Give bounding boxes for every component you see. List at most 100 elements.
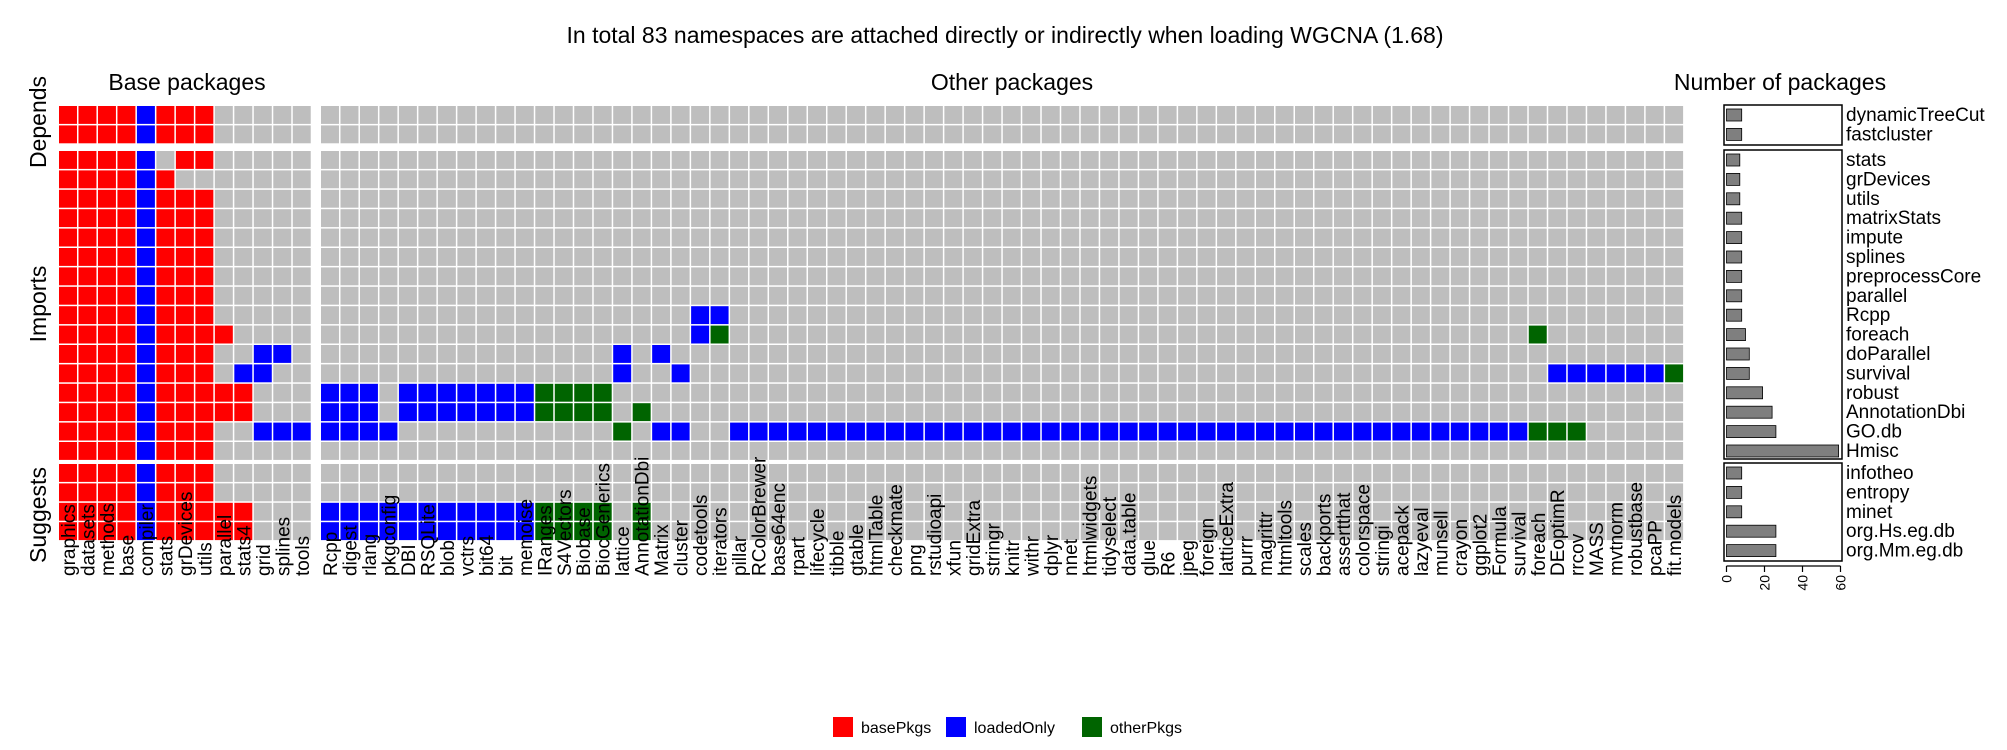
cell-other-2-38 (1061, 151, 1080, 169)
cell-other-0-67 (1626, 106, 1645, 124)
cell-other-4-8 (476, 189, 495, 208)
column-label: rpart (789, 536, 810, 576)
cell-other-17-37 (1041, 442, 1060, 460)
cell-other-7-20 (710, 248, 729, 266)
cell-other-18-32 (944, 464, 963, 482)
cell-other-12-65 (1587, 345, 1606, 363)
cell-other-10-43 (1158, 306, 1177, 325)
cell-other-4-1 (340, 189, 359, 208)
cell-other-13-8 (476, 364, 495, 383)
cell-other-8-17 (652, 267, 671, 286)
cell-base-20-3 (117, 502, 136, 521)
cell-other-19-64 (1567, 483, 1586, 502)
cell-other-8-30 (905, 267, 924, 286)
cell-other-13-23 (769, 364, 788, 383)
cell-other-18-64 (1567, 464, 1586, 482)
bar (1726, 269, 1743, 283)
cell-other-15-18 (671, 403, 690, 422)
cell-base-12-12 (292, 345, 311, 363)
cell-other-9-62 (1528, 286, 1547, 305)
cell-other-21-5 (418, 522, 437, 541)
cell-other-21-51 (1314, 522, 1333, 541)
cell-other-2-43 (1158, 151, 1177, 169)
cell-other-16-20 (710, 422, 729, 441)
cell-base-17-10 (253, 442, 272, 460)
cell-other-5-66 (1606, 209, 1625, 228)
cell-base-4-11 (273, 189, 292, 208)
cell-other-1-13 (574, 125, 593, 144)
bar (1726, 308, 1743, 322)
cell-other-17-17 (652, 442, 671, 460)
cell-other-3-20 (710, 170, 729, 189)
cell-other-1-4 (398, 125, 417, 144)
cell-other-2-53 (1353, 151, 1372, 169)
row-label: parallel (1846, 286, 1907, 307)
cell-other-10-17 (652, 306, 671, 325)
cell-other-21-4 (398, 522, 417, 541)
cell-other-18-20 (710, 464, 729, 482)
cell-other-4-50 (1295, 189, 1313, 208)
cell-base-3-2 (97, 170, 116, 189)
cell-other-5-18 (671, 209, 690, 228)
cell-other-2-22 (749, 151, 768, 169)
cell-other-11-63 (1548, 325, 1567, 344)
cell-other-1-50 (1295, 125, 1313, 144)
cell-other-1-52 (1333, 125, 1352, 144)
cell-other-21-32 (944, 522, 963, 541)
cell-base-9-11 (273, 286, 292, 305)
cell-other-18-12 (554, 464, 573, 482)
cell-other-10-58 (1450, 306, 1469, 325)
cell-other-14-53 (1353, 383, 1372, 402)
cell-other-11-47 (1236, 325, 1255, 344)
cell-other-2-35 (1002, 151, 1021, 169)
cell-other-19-10 (515, 483, 534, 502)
column-label: AnnotationDbi (633, 457, 654, 576)
cell-other-5-56 (1411, 209, 1430, 228)
bar (1726, 425, 1777, 439)
cell-base-14-3 (117, 383, 136, 402)
cell-other-6-1 (340, 228, 359, 247)
cell-other-2-46 (1217, 151, 1236, 169)
cell-other-4-32 (944, 189, 963, 208)
cell-base-19-10 (253, 483, 272, 502)
cell-other-18-1 (340, 464, 359, 482)
cell-base-14-6 (175, 383, 194, 402)
cell-base-6-7 (195, 228, 214, 247)
cell-base-6-6 (175, 228, 194, 247)
cell-other-12-64 (1567, 345, 1586, 363)
cell-other-5-22 (749, 209, 768, 228)
cell-other-17-8 (476, 442, 495, 460)
cell-other-12-0 (321, 345, 339, 363)
column-label: purrr (1237, 535, 1258, 576)
cell-other-14-40 (1100, 383, 1119, 402)
cell-other-1-24 (788, 125, 807, 144)
cell-other-6-61 (1509, 228, 1528, 247)
cell-other-1-39 (1080, 125, 1099, 144)
cell-other-15-2 (359, 403, 378, 422)
cell-other-1-56 (1411, 125, 1430, 144)
cell-other-0-0 (321, 106, 339, 124)
cell-other-7-19 (691, 248, 710, 266)
cell-other-12-69 (1665, 345, 1684, 363)
column-label: grid (254, 544, 275, 576)
cell-other-7-23 (769, 248, 788, 266)
cell-other-13-45 (1197, 364, 1216, 383)
cell-other-18-56 (1411, 464, 1430, 482)
cell-other-4-58 (1450, 189, 1469, 208)
cell-other-3-31 (924, 170, 943, 189)
cell-other-21-26 (827, 522, 846, 541)
cell-other-11-20 (710, 325, 729, 344)
cell-other-18-57 (1431, 464, 1450, 482)
cell-other-1-14 (593, 125, 612, 144)
cell-other-11-10 (515, 325, 534, 344)
cell-other-21-11 (535, 522, 554, 541)
cell-other-1-27 (846, 125, 865, 144)
column-label: dplyr (1042, 534, 1063, 576)
cell-other-11-28 (866, 325, 885, 344)
cell-other-10-25 (808, 306, 826, 325)
cell-base-2-2 (97, 151, 116, 169)
cell-base-6-3 (117, 228, 136, 247)
cell-other-16-0 (321, 422, 339, 441)
cell-other-0-66 (1606, 106, 1625, 124)
cell-other-7-33 (963, 248, 982, 266)
